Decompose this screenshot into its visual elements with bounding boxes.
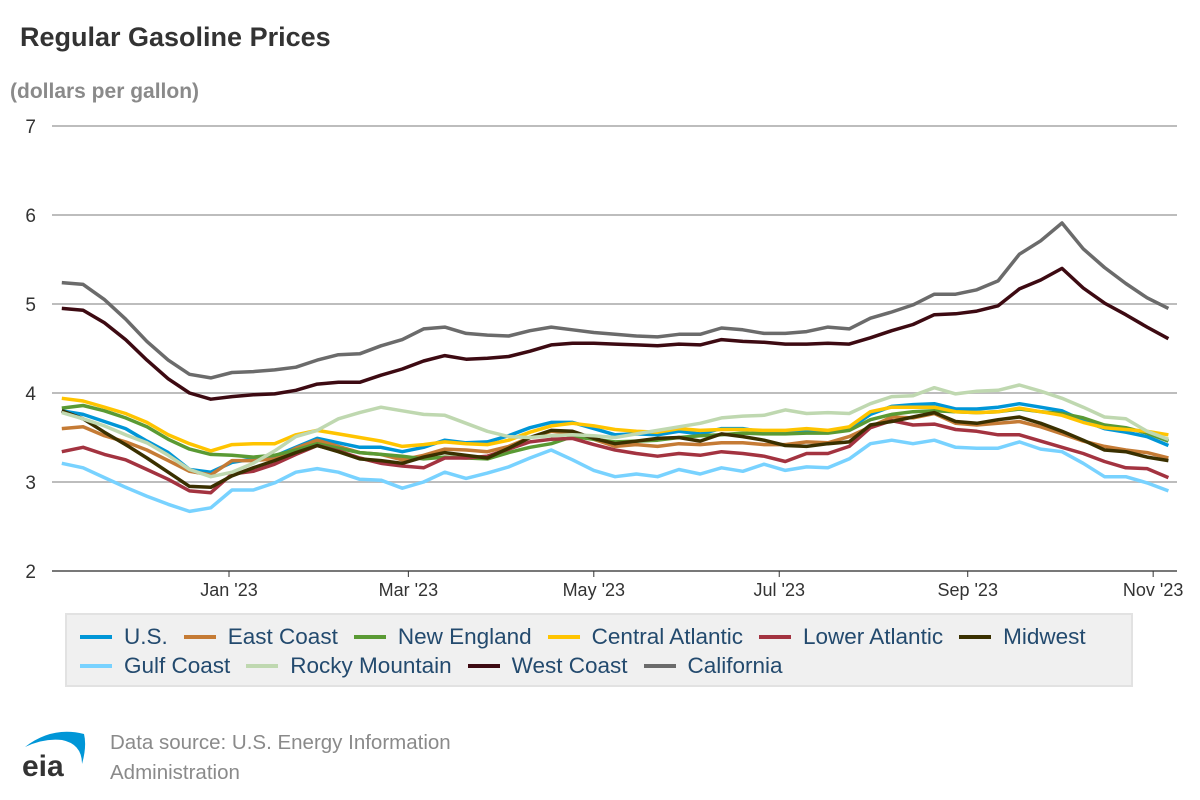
y-tick-label: 7: [25, 117, 36, 138]
legend-label: Midwest: [1003, 624, 1086, 649]
legend-label: California: [687, 653, 783, 678]
y-tick-label: 6: [25, 206, 36, 227]
y-tick-label: 3: [25, 473, 36, 494]
svg-text:eia: eia: [22, 750, 64, 778]
series-line-rocky-mountain: [61, 383, 1170, 479]
legend-item[interactable]: U.S.: [80, 624, 168, 650]
y-tick-label: 4: [25, 384, 36, 405]
series-line-east-coast: [61, 411, 1169, 477]
legend-swatch: [467, 664, 500, 668]
series-line-california: [61, 221, 1170, 380]
eia-logo: eia: [22, 731, 86, 778]
y-tick-label: 5: [25, 295, 36, 316]
legend-item[interactable]: Central Atlantic: [547, 624, 743, 650]
x-tick-label: May '23: [563, 580, 625, 600]
legend-item[interactable]: New England: [353, 624, 532, 650]
legend-label: East Coast: [227, 624, 338, 649]
series-line-gulf-coast: [61, 438, 1170, 514]
legend-swatch: [353, 635, 386, 639]
chart-title: Regular Gasoline Prices: [20, 22, 331, 52]
series-line-central-atlantic: [61, 396, 1169, 453]
data-source-note: Data source: U.S. Energy Information Adm…: [110, 731, 451, 784]
y-axis-unit-label: (dollars per gallon): [10, 80, 200, 103]
legend-swatch: [759, 635, 791, 639]
legend-label: New England: [397, 624, 532, 649]
legend-label: Central Atlantic: [591, 624, 743, 649]
x-tick-label: Jan '23: [200, 580, 257, 600]
series-line-west-coast: [61, 266, 1170, 401]
y-axis-labels: 2 3 4 5 6 7: [25, 117, 36, 583]
series-line-midwest: [61, 409, 1169, 490]
gridlines: [52, 125, 1177, 572]
x-axis-labels: Jan '23 Mar '23 May '23 Jul '23 Sep '23 Nov '…: [200, 571, 1183, 600]
legend-label: Lower Atlantic: [803, 624, 944, 649]
legend-item[interactable]: East Coast: [183, 624, 338, 650]
legend-item[interactable]: Lower Atlantic: [759, 624, 943, 650]
legend-swatch: [80, 635, 112, 639]
legend-label: West Coast: [511, 653, 628, 678]
legend-item[interactable]: Midwest: [959, 624, 1086, 650]
series-lines: [61, 221, 1170, 514]
legend-swatch: [246, 664, 279, 668]
legend-swatch: [959, 635, 992, 639]
legend: U.S. East Coast New England Central Atlanti…: [65, 613, 1133, 687]
legend-swatch: [547, 635, 580, 639]
legend-label: Rocky Mountain: [290, 653, 452, 678]
x-tick-label: Jul '23: [754, 580, 805, 600]
legend-item[interactable]: West Coast: [467, 653, 628, 679]
x-tick-label: Mar '23: [379, 580, 438, 600]
legend-swatch: [80, 664, 112, 668]
x-tick-label: Nov '23: [1123, 580, 1183, 600]
legend-label: U.S.: [124, 624, 168, 649]
legend-label: Gulf Coast: [124, 653, 231, 678]
x-tick-label: Sep '23: [937, 580, 998, 600]
legend-item[interactable]: Rocky Mountain: [246, 653, 452, 679]
legend-item[interactable]: California: [643, 653, 783, 679]
legend-swatch: [643, 664, 676, 668]
y-tick-label: 2: [25, 562, 36, 583]
legend-item[interactable]: Gulf Coast: [80, 653, 230, 679]
legend-swatch: [183, 635, 216, 639]
